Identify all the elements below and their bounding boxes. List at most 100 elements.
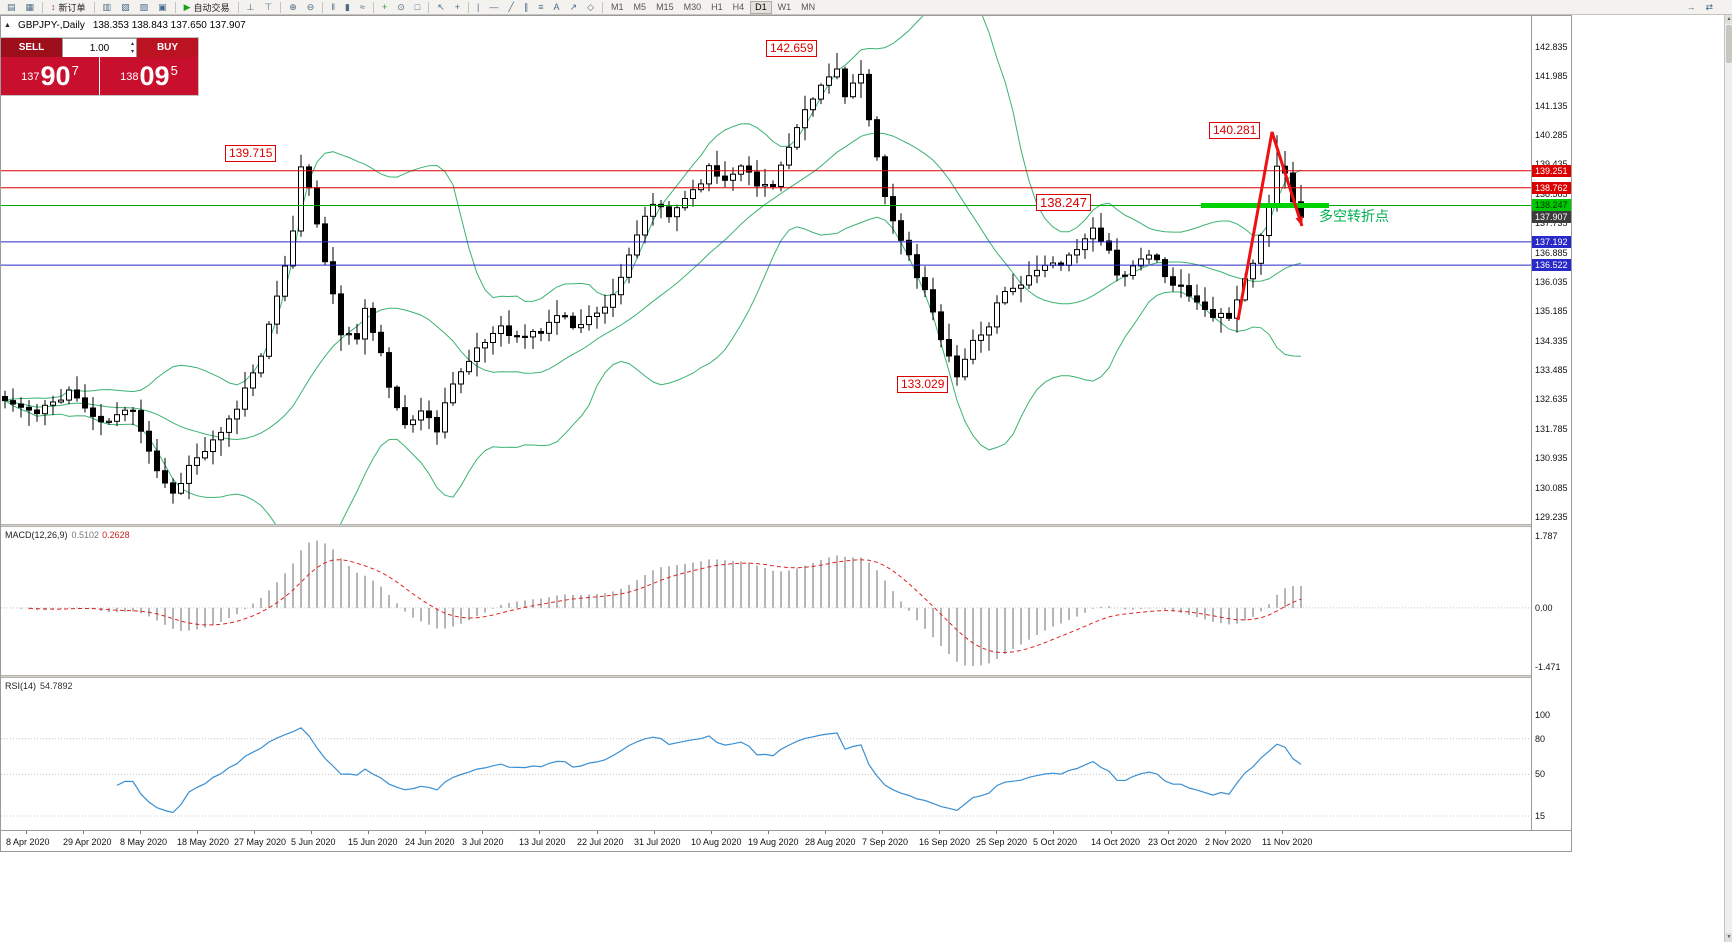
date-label: 25 Sep 2020 xyxy=(976,837,1028,847)
price-annotation-138.247[interactable]: 138.247 xyxy=(1036,194,1091,211)
trendline-icon[interactable]: ╱ xyxy=(504,1,517,14)
zoom-in-icon-glyph: ⊕ xyxy=(289,1,297,12)
price-axis-label: 130.085 xyxy=(1535,483,1568,493)
date-label: 3 Jul 2020 xyxy=(462,837,504,847)
zoom-out-icon[interactable]: ⊖ xyxy=(303,1,319,14)
zoom-in-icon[interactable]: ⊕ xyxy=(285,1,301,14)
fibonacci-icon-glyph: ≡ xyxy=(538,1,544,12)
auto-scroll-icon[interactable]: ⇄ xyxy=(1701,1,1717,14)
rsi-axis-label: 50 xyxy=(1535,769,1546,779)
spinner-down-icon[interactable]: ▾ xyxy=(130,49,134,55)
rsi-pane[interactable] xyxy=(1,678,1531,830)
price-axis-label: 140.285 xyxy=(1535,130,1568,140)
date-tick xyxy=(425,831,426,834)
channel-icon[interactable]: ∥ xyxy=(520,1,533,14)
timeframe-m30-button[interactable]: M30 xyxy=(683,1,702,12)
date-label: 27 May 2020 xyxy=(234,837,287,847)
price-axis-label: 141.135 xyxy=(1535,101,1568,111)
bar-chart-icon[interactable]: ‖ xyxy=(327,1,339,14)
pane-separator[interactable] xyxy=(1,675,1571,678)
price-axis-label: 136.885 xyxy=(1535,248,1568,258)
horizontal-line-icon[interactable]: ― xyxy=(485,1,502,14)
terminal-icon[interactable]: ▣ xyxy=(154,1,171,14)
period-icon[interactable]: ⊙ xyxy=(393,1,409,14)
line-chart-icon[interactable]: ≈ xyxy=(356,1,369,14)
trend-arrow-head xyxy=(1295,216,1303,226)
price-annotation-140.281[interactable]: 140.281 xyxy=(1209,122,1261,139)
market-watch-icon[interactable]: ▥ xyxy=(99,1,116,14)
volume-value: 1.00 xyxy=(89,42,110,54)
price-annotation-142.659[interactable]: 142.659 xyxy=(766,40,818,57)
timeframe-w1-button[interactable]: W1 xyxy=(777,1,792,12)
sell-price-button[interactable]: 137 90 7 xyxy=(1,57,99,95)
price-axis-label: 129.235 xyxy=(1535,512,1568,522)
spinner-up-icon[interactable]: ▴ xyxy=(130,41,134,47)
period-icon-glyph: ⊙ xyxy=(397,1,405,12)
sell-button[interactable]: SELL xyxy=(1,38,62,57)
date-tick xyxy=(539,831,540,834)
new-chart-icon[interactable]: ▤ xyxy=(3,1,20,14)
autotrade-button[interactable]: ▶ 自动交易 xyxy=(180,1,234,14)
date-tick xyxy=(311,831,312,834)
date-label: 8 Apr 2020 xyxy=(6,837,50,847)
date-tick xyxy=(1111,831,1112,834)
cursor-icon[interactable]: ↖ xyxy=(433,1,449,14)
buy-button[interactable]: BUY xyxy=(137,38,198,57)
chart-objects-layer: 142.659 139.715 140.281 138.247 133.029 多空转折点 xyxy=(1,16,1571,830)
vertical-scrollbar[interactable]: ▲ ▼ xyxy=(1724,15,1732,942)
chart-shift-icon[interactable]: → xyxy=(1682,1,1699,14)
macd-pane[interactable] xyxy=(1,527,1531,675)
macd-label: MACD(12,26,9) 0.5102 0.2628 xyxy=(5,530,130,540)
toolbar-separator xyxy=(280,1,282,13)
new-order-button[interactable]: ↕ 新订单 xyxy=(47,1,90,14)
pane-separator[interactable] xyxy=(1,524,1571,527)
auto-scroll-icon-glyph: ⇄ xyxy=(1705,1,1713,12)
add-indicator-icon[interactable]: + xyxy=(378,1,391,14)
price-annotation-139.715[interactable]: 139.715 xyxy=(225,145,277,162)
crosshair-icon[interactable]: + xyxy=(451,1,464,14)
volume-spinner[interactable]: ▴ ▾ xyxy=(131,40,134,56)
timeframe-d1-button[interactable]: D1 xyxy=(750,0,772,14)
date-label: 5 Oct 2020 xyxy=(1033,837,1078,847)
timeframe-m5-button[interactable]: M5 xyxy=(633,1,647,12)
price-annotation-133.029[interactable]: 133.029 xyxy=(897,376,949,393)
navigator-icon[interactable]: ▨ xyxy=(136,1,153,14)
date-label: 2 Nov 2020 xyxy=(1205,837,1252,847)
price-chart-canvas[interactable] xyxy=(1,16,1531,524)
data-window-icon-glyph: ▧ xyxy=(121,1,130,12)
timeframe-mn-button[interactable]: MN xyxy=(801,1,816,12)
date-tick xyxy=(1282,831,1283,834)
date-tick xyxy=(825,831,826,834)
arrow-tool-icon[interactable]: ↗ xyxy=(566,1,582,14)
price-tag-137.192: 137.192 xyxy=(1532,236,1571,248)
toolbar-separator xyxy=(372,1,374,13)
turning-point-annotation[interactable]: 多空转折点 xyxy=(1319,208,1389,224)
toolbar-separator xyxy=(174,1,176,13)
trendline-icon-glyph: ╱ xyxy=(508,1,514,12)
timeframe-m1-button[interactable]: M1 xyxy=(611,1,624,12)
timeframe-h4-button[interactable]: H4 xyxy=(732,1,745,12)
text-tool-icon[interactable]: A xyxy=(550,1,564,14)
objects-list-icon[interactable]: ⊤ xyxy=(260,1,276,14)
scroll-up-button[interactable]: ▲ xyxy=(1725,15,1732,24)
trade-panel-collapse-icon[interactable]: ▲ xyxy=(4,22,11,29)
buy-price-button[interactable]: 138 09 5 xyxy=(100,57,198,95)
fibonacci-icon[interactable]: ≡ xyxy=(534,1,547,14)
scroll-down-button[interactable]: ▼ xyxy=(1725,933,1732,942)
one-click-trading-panel: SELL 1.00 ▴ ▾ BUY 137 90 7 138 09 5 xyxy=(1,38,198,95)
volume-input[interactable]: 1.00 ▴ ▾ xyxy=(62,38,137,57)
scroll-thumb[interactable] xyxy=(1726,25,1732,63)
templates-icon[interactable]: □ xyxy=(411,1,424,14)
indicator-window-icon[interactable]: ⊥ xyxy=(243,1,259,14)
timeframe-m15-button[interactable]: M15 xyxy=(656,1,674,12)
timeframe-h1-button[interactable]: H1 xyxy=(711,1,723,12)
vertical-line-icon[interactable]: | xyxy=(473,1,483,14)
bollinger-middle-band xyxy=(4,132,1302,441)
chart-list-icon[interactable]: ▦ xyxy=(22,1,39,14)
shapes-icon[interactable]: ◇ xyxy=(583,1,598,14)
data-window-icon[interactable]: ▧ xyxy=(117,1,134,14)
price-axis-label: 136.035 xyxy=(1535,277,1568,287)
toolbar-separator xyxy=(322,1,324,13)
candlestick-chart-icon[interactable]: ▮ xyxy=(341,1,354,14)
